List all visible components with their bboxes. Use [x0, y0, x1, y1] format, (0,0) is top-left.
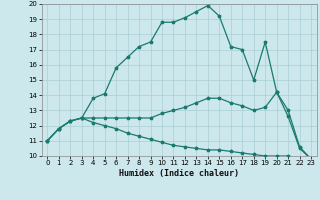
- X-axis label: Humidex (Indice chaleur): Humidex (Indice chaleur): [119, 169, 239, 178]
